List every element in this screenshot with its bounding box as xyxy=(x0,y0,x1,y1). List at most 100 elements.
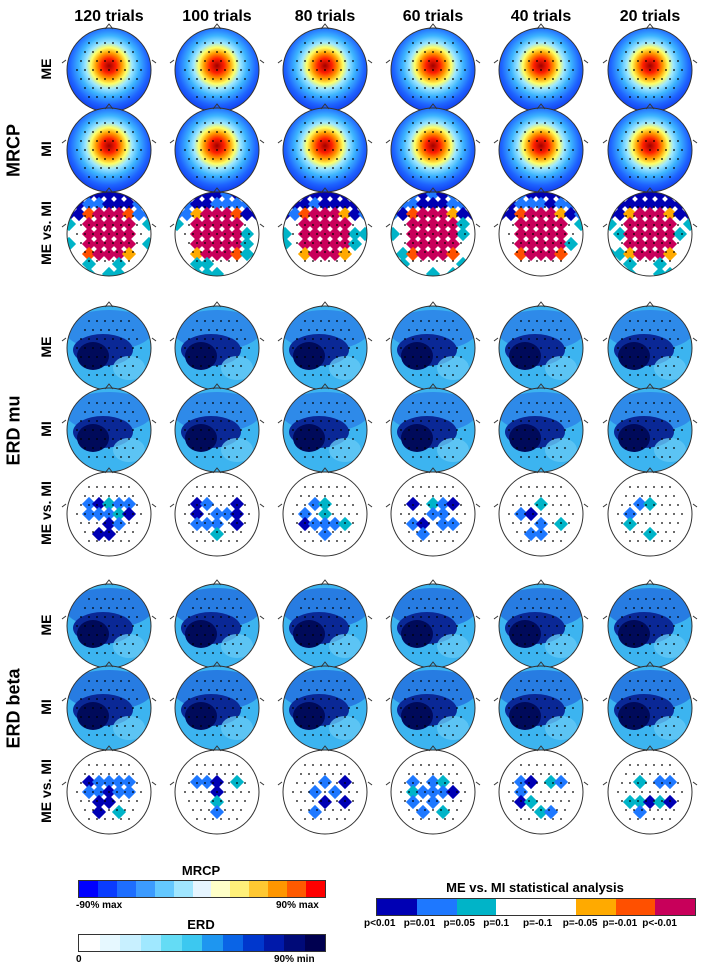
color-swatch xyxy=(211,881,231,897)
row-label: ME vs. MI xyxy=(38,759,54,823)
scalp-map xyxy=(602,745,698,835)
scalp-map xyxy=(385,383,481,473)
scalp-map xyxy=(493,301,589,391)
scalp-map xyxy=(385,301,481,391)
scalp-map xyxy=(61,103,157,193)
topographic-maps-grid xyxy=(61,23,698,835)
scalp-map xyxy=(385,467,481,557)
column-header: 120 trials xyxy=(74,8,144,25)
erd-min-label: 0 xyxy=(76,954,82,965)
scalp-map xyxy=(277,103,373,193)
row-label: ME vs. MI xyxy=(38,201,54,265)
erd-colorbar xyxy=(78,934,326,952)
column-header: 60 trials xyxy=(402,8,464,25)
scalp-map xyxy=(385,103,481,193)
scalp-map xyxy=(602,661,698,751)
mrcp-max-label: 90% max xyxy=(276,900,319,911)
color-swatch xyxy=(192,881,212,897)
color-swatch xyxy=(287,881,307,897)
mrcp-legend-title: MRCP xyxy=(181,863,221,878)
color-swatch xyxy=(575,899,616,915)
color-swatch xyxy=(116,881,136,897)
color-swatch xyxy=(263,935,284,951)
color-swatch xyxy=(268,881,288,897)
scalp-map xyxy=(385,187,481,277)
scalp-map xyxy=(493,661,589,751)
color-swatch xyxy=(181,935,202,951)
color-swatch xyxy=(615,899,656,915)
color-swatch xyxy=(249,881,269,897)
scalp-map xyxy=(493,23,589,113)
scalp-map xyxy=(277,23,373,113)
stat-tick-label: p=-0.01 xyxy=(602,918,638,929)
color-swatch xyxy=(222,935,243,951)
column-header: 100 trials xyxy=(182,8,252,25)
color-swatch xyxy=(306,881,325,897)
scalp-map xyxy=(61,187,157,277)
scalp-map xyxy=(493,103,589,193)
scalp-map xyxy=(277,579,373,669)
scalp-map xyxy=(602,467,698,557)
color-swatch xyxy=(97,881,117,897)
color-swatch xyxy=(304,935,325,951)
scalp-map xyxy=(493,745,589,835)
color-swatch xyxy=(140,935,161,951)
color-swatch xyxy=(377,899,417,915)
color-swatch xyxy=(243,935,264,951)
scalp-map xyxy=(385,23,481,113)
color-swatch xyxy=(416,899,457,915)
scalp-map xyxy=(169,301,265,391)
erd-max-label: 90% min xyxy=(274,954,315,965)
scalp-map xyxy=(493,467,589,557)
scalp-map xyxy=(61,467,157,557)
scalp-map xyxy=(277,661,373,751)
column-header: 80 trials xyxy=(294,8,356,25)
scalp-map xyxy=(61,383,157,473)
scalp-map xyxy=(602,579,698,669)
scalp-map xyxy=(169,187,265,277)
group-label: ERD beta xyxy=(3,668,24,749)
mrcp-colorbar xyxy=(78,880,326,898)
scalp-map xyxy=(277,745,373,835)
scalp-map xyxy=(169,745,265,835)
stat-colorbar xyxy=(376,898,696,916)
scalp-map xyxy=(169,579,265,669)
color-swatch xyxy=(154,881,174,897)
scalp-map xyxy=(602,103,698,193)
color-swatch xyxy=(79,881,98,897)
stat-tick-label: p=0.05 xyxy=(443,918,475,929)
color-swatch xyxy=(536,899,576,915)
column-header: 40 trials xyxy=(510,8,572,25)
scalp-map xyxy=(385,745,481,835)
scalp-map xyxy=(61,23,157,113)
group-label: MRCP xyxy=(3,124,24,177)
scalp-map xyxy=(61,661,157,751)
stat-tick-label: p=-0.1 xyxy=(523,918,553,929)
scalp-map xyxy=(277,383,373,473)
color-swatch xyxy=(120,935,141,951)
scalp-map xyxy=(602,301,698,391)
erd-legend-title: ERD xyxy=(187,917,215,932)
scalp-map xyxy=(169,467,265,557)
scalp-map xyxy=(493,187,589,277)
color-swatch xyxy=(79,935,100,951)
scalp-map xyxy=(493,383,589,473)
stat-tick-label: p=0.1 xyxy=(483,918,510,929)
color-swatch xyxy=(99,935,120,951)
color-swatch xyxy=(202,935,223,951)
group-label: ERD mu xyxy=(3,395,24,466)
color-swatch xyxy=(496,899,536,915)
scalp-map xyxy=(169,103,265,193)
scalp-map xyxy=(277,467,373,557)
color-swatch xyxy=(135,881,155,897)
stat-legend-title: ME vs. MI statistical analysis xyxy=(446,880,624,895)
scalp-map xyxy=(385,661,481,751)
color-swatch xyxy=(655,899,695,915)
scalp-map xyxy=(385,579,481,669)
stat-tick-label: p<-0.01 xyxy=(642,918,677,929)
scalp-map xyxy=(61,745,157,835)
scalp-map xyxy=(169,383,265,473)
mrcp-min-label: -90% max xyxy=(76,900,123,911)
stat-tick-label: p<0.01 xyxy=(364,918,396,929)
